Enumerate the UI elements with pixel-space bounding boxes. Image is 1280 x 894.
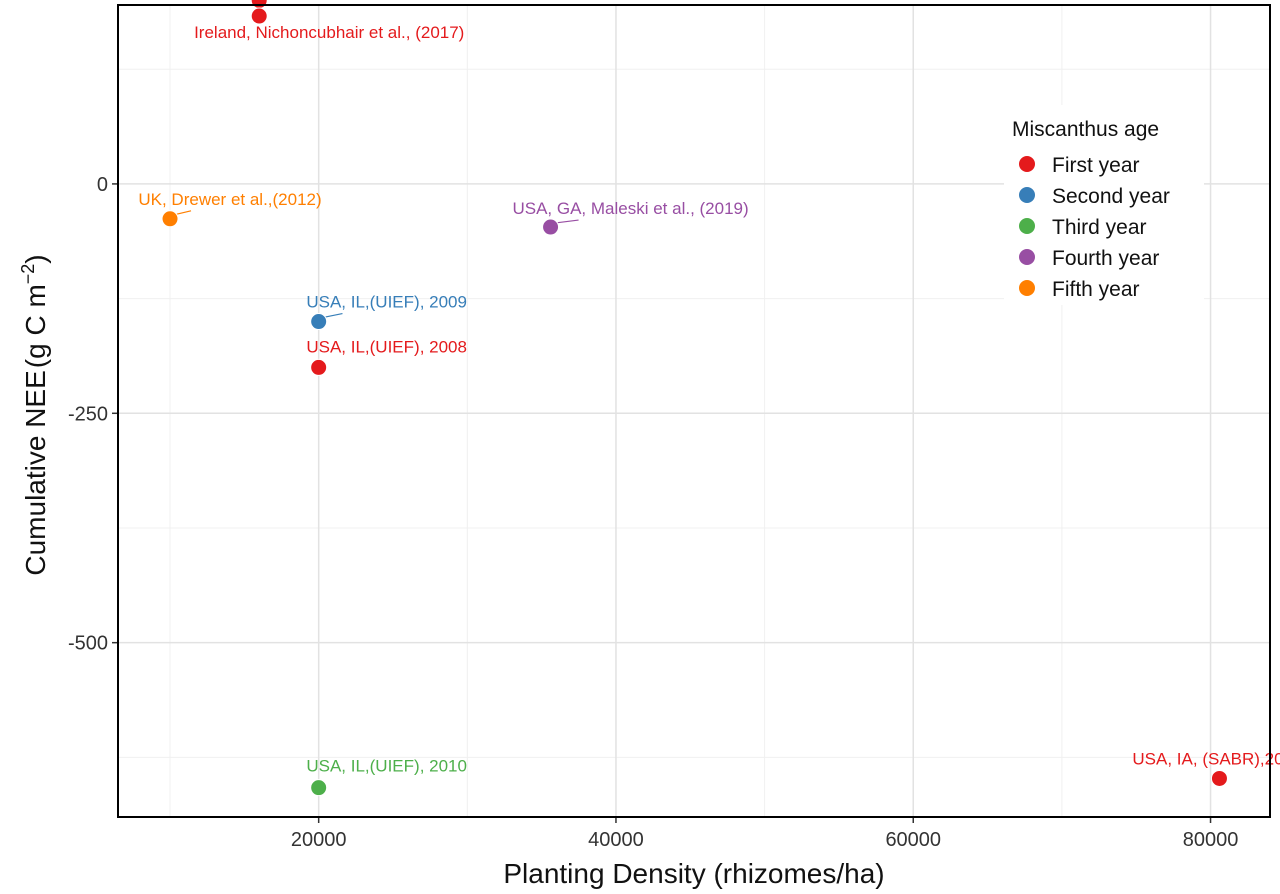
data-point-label: USA, IL,(UIEF), 2010	[306, 757, 467, 776]
y-axis-ticks: 0 -250 -500	[68, 174, 118, 655]
data-point-label: USA, IA, (SABR),2019	[1132, 749, 1280, 768]
legend-title: Miscanthus age	[1012, 118, 1159, 141]
y-tick-label: 0	[97, 174, 108, 196]
x-tick-label: 20000	[291, 829, 347, 851]
data-point	[542, 218, 560, 236]
data-points: UK, McCalmont et al., (2017)Ireland, Nic…	[138, 0, 1280, 797]
data-point-label: USA, GA, Maleski et al., (2019)	[512, 199, 748, 218]
data-point-label: USA, IL,(UIEF), 2008	[306, 337, 467, 356]
data-point	[310, 779, 328, 797]
x-tick-label: 60000	[885, 829, 941, 851]
legend-key	[1019, 187, 1035, 203]
x-axis-ticks: 20000 40000 60000 80000	[291, 817, 1238, 851]
y-tick-label: -500	[68, 633, 108, 655]
legend-key	[1019, 156, 1035, 172]
point-leader-line	[322, 312, 343, 319]
plot-border	[117, 4, 1271, 818]
data-point	[310, 313, 328, 331]
legend-entries: First year Second year Third year Fourth ye…	[1019, 154, 1170, 301]
data-point	[161, 210, 179, 228]
grid-lines	[118, 5, 1270, 817]
legend: Miscanthus age First year Second year Thir…	[1004, 105, 1204, 305]
legend-key	[1019, 280, 1035, 296]
legend-label: Second year	[1052, 185, 1170, 208]
legend-label: Fourth year	[1052, 247, 1159, 270]
data-point	[310, 358, 328, 376]
y-axis-title-main: Cumulative NEE	[20, 370, 51, 575]
legend-key	[1019, 249, 1035, 265]
y-axis-title-unit: (g C m	[20, 284, 51, 368]
legend-key	[1019, 218, 1035, 234]
legend-background	[1004, 105, 1204, 305]
y-tick-label: -250	[68, 403, 108, 425]
data-point-label: USA, IL,(UIEF), 2009	[306, 293, 467, 312]
legend-label: First year	[1052, 154, 1140, 177]
x-tick-label: 40000	[588, 829, 644, 851]
x-axis-title: Planting Density (rhizomes/ha)	[503, 858, 884, 889]
y-axis-title-exponent: −2	[18, 264, 38, 285]
data-point-label: Ireland, Nichoncubhair et al., (2017)	[194, 23, 464, 42]
data-point	[1210, 769, 1228, 787]
y-axis-title: Cumulative NEE(g C m−2)	[18, 254, 51, 575]
y-axis-title-close: )	[20, 254, 51, 263]
data-point-label: UK, Drewer et al.,(2012)	[138, 190, 321, 209]
x-tick-label: 80000	[1183, 829, 1239, 851]
legend-label: Third year	[1052, 216, 1147, 239]
data-point	[250, 7, 268, 25]
point-leader-line	[554, 219, 579, 224]
legend-label: Fifth year	[1052, 278, 1140, 301]
